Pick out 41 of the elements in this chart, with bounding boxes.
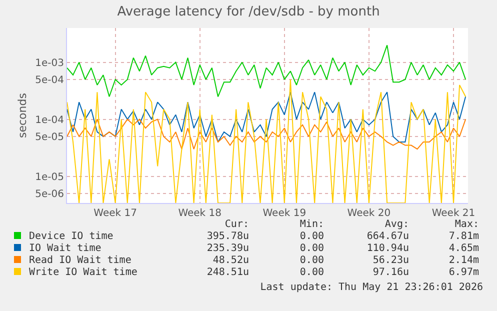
text: 395.78u xyxy=(206,231,249,243)
text: 97.16u xyxy=(372,267,409,279)
text: 2.14m xyxy=(448,255,479,267)
text: 110.94u xyxy=(366,243,409,255)
text: 56.23u xyxy=(372,255,409,267)
chart-title: Average latency for /dev/sdb - by month xyxy=(117,4,380,20)
text: 7.81m xyxy=(448,231,479,243)
text: 248.51u xyxy=(206,267,249,279)
text: Last update: Thu May 21 23:26:01 2026 xyxy=(260,282,483,293)
line-series xyxy=(67,44,466,98)
line-series xyxy=(67,92,466,142)
text: 235.39u xyxy=(206,243,249,255)
text: 0.00 xyxy=(298,231,324,243)
text: Avg: xyxy=(384,219,409,231)
text: Min: xyxy=(298,219,324,231)
legend-label: Read IO Wait time xyxy=(29,255,132,266)
y-tick-label: 1e-04 xyxy=(35,114,64,126)
y-tick-label: 5e-05 xyxy=(35,132,64,143)
text: Cur: xyxy=(224,219,249,231)
text: 48.52u xyxy=(212,255,249,267)
text: 0.00 xyxy=(298,255,324,267)
legend-label: Write IO Wait time xyxy=(29,267,138,278)
x-tick-label: Week 18 xyxy=(178,208,222,219)
legend-label: IO Wait time xyxy=(29,243,102,254)
y-axis-title: seconds xyxy=(16,92,29,138)
x-tick-label: Week 17 xyxy=(94,208,137,219)
legend-label: Device IO time xyxy=(29,231,114,242)
text: 0.00 xyxy=(298,267,324,279)
x-tick-label: Week 19 xyxy=(262,208,306,219)
text: Max: xyxy=(454,219,479,231)
x-tick-label: Week 20 xyxy=(347,208,391,219)
text: 6.97m xyxy=(448,267,479,279)
y-tick-label: 1e-03 xyxy=(35,58,64,69)
text: 0.00 xyxy=(298,243,324,255)
y-tick-label: 5e-06 xyxy=(35,188,64,200)
text: 664.67u xyxy=(366,231,409,243)
y-tick-label: 5e-04 xyxy=(35,74,64,86)
text: 4.65m xyxy=(448,243,479,255)
x-tick-label: Week 21 xyxy=(432,208,476,219)
y-tick-label: 1e-05 xyxy=(35,172,64,183)
line-series xyxy=(67,118,466,150)
